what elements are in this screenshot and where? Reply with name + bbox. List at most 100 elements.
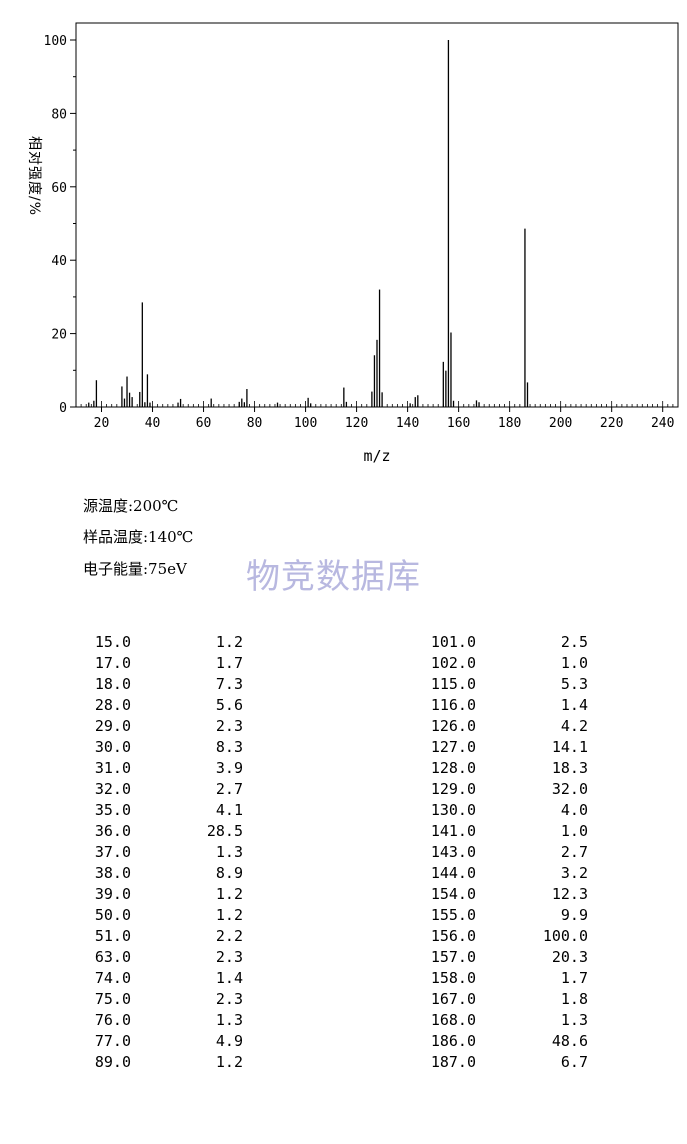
peak-mz: 36.0	[94, 822, 131, 840]
peak-mz: 101.0	[430, 633, 476, 651]
peak-mz: 127.0	[430, 738, 476, 756]
peak-table-row: 168.0 1.3	[388, 1010, 588, 1031]
peak-mz: 155.0	[430, 906, 476, 924]
peak-abundance: 2.3	[215, 990, 243, 1008]
y-axis-label: 相对强度/%	[26, 136, 42, 216]
peak-mz: 32.0	[94, 780, 131, 798]
peak-mz: 128.0	[430, 759, 476, 777]
peak-abundance: 2.3	[215, 948, 243, 966]
peak-table-row: 154.0 12.3	[388, 884, 588, 905]
peak-table-row: 141.0 1.0	[388, 821, 588, 842]
peak-mz: 167.0	[430, 990, 476, 1008]
peak-mz: 157.0	[430, 948, 476, 966]
peak-abundance: 1.0	[560, 822, 588, 840]
peak-abundance: 5.6	[215, 696, 243, 714]
x-tick-label: 120	[345, 416, 368, 431]
peak-table-row: 31.0 3.9	[43, 758, 243, 779]
peak-abundance: 1.3	[560, 1011, 588, 1029]
peak-mz: 63.0	[94, 948, 131, 966]
peak-table-row: 32.0 2.7	[43, 779, 243, 800]
peak-mz: 186.0	[430, 1032, 476, 1050]
peak-mz: 116.0	[430, 696, 476, 714]
peak-table-row: 167.0 1.8	[388, 989, 588, 1010]
peak-table-row: 29.0 2.3	[43, 716, 243, 737]
peak-table-row: 115.0 5.3	[388, 674, 588, 695]
peak-mz: 15.0	[94, 633, 131, 651]
peak-abundance: 9.9	[560, 906, 588, 924]
peak-mz: 129.0	[430, 780, 476, 798]
peak-mz: 29.0	[94, 717, 131, 735]
peak-table-row: 38.0 8.9	[43, 863, 243, 884]
peak-mz: 17.0	[94, 654, 131, 672]
peak-table-row: 156.0 100.0	[388, 926, 588, 947]
peak-mz: 35.0	[94, 801, 131, 819]
peak-table-row: 15.0 1.2	[43, 632, 243, 653]
peak-abundance: 4.1	[215, 801, 243, 819]
peak-abundance: 2.7	[560, 843, 588, 861]
peak-table-row: 155.0 9.9	[388, 905, 588, 926]
peak-table-row: 187.0 6.7	[388, 1052, 588, 1073]
x-tick-label: 180	[498, 416, 521, 431]
peak-table-row: 39.0 1.2	[43, 884, 243, 905]
peak-abundance: 2.7	[215, 780, 243, 798]
peak-table-row: 186.0 48.6	[388, 1031, 588, 1052]
peak-abundance: 5.3	[560, 675, 588, 693]
electron-energy: 电子能量:75eV	[83, 560, 187, 578]
peak-table-right: 101.0 2.5 102.0 1.0 115.0 5.3 116.0 1.4 126.0 4.2…	[388, 632, 588, 1073]
peak-abundance: 8.9	[215, 864, 243, 882]
peak-table-row: 50.0 1.2	[43, 905, 243, 926]
peak-table-row: 128.0 18.3	[388, 758, 588, 779]
peak-abundance: 1.0	[560, 654, 588, 672]
peak-abundance: 7.3	[215, 675, 243, 693]
peak-mz: 50.0	[94, 906, 131, 924]
peak-mz: 75.0	[94, 990, 131, 1008]
peak-abundance: 2.2	[215, 927, 243, 945]
peak-abundance: 3.9	[215, 759, 243, 777]
peak-table-row: 74.0 1.4	[43, 968, 243, 989]
peak-mz: 168.0	[430, 1011, 476, 1029]
peak-mz: 51.0	[94, 927, 131, 945]
peak-abundance: 14.1	[551, 738, 588, 756]
peak-abundance: 1.2	[215, 1053, 243, 1071]
peak-mz: 156.0	[430, 927, 476, 945]
peak-mz: 89.0	[94, 1053, 131, 1071]
x-axis: 20 40 60 80 100 120 140 160 180 200 220 240	[80, 401, 674, 431]
peak-abundance: 18.3	[551, 759, 588, 777]
peak-mz: 115.0	[430, 675, 476, 693]
peak-mz: 76.0	[94, 1011, 131, 1029]
peak-table-row: 51.0 2.2	[43, 926, 243, 947]
y-tick-label: 40	[51, 254, 67, 269]
peak-mz: 28.0	[94, 696, 131, 714]
peak-mz: 126.0	[430, 717, 476, 735]
x-axis-label: m/z	[363, 447, 390, 465]
peak-table-row: 63.0 2.3	[43, 947, 243, 968]
x-tick-label: 100	[294, 416, 317, 431]
x-tick-label: 220	[600, 416, 623, 431]
peak-abundance: 1.2	[215, 906, 243, 924]
peak-mz: 158.0	[430, 969, 476, 987]
peak-mz: 144.0	[430, 864, 476, 882]
x-tick-label: 240	[651, 416, 674, 431]
peak-abundance: 4.9	[215, 1032, 243, 1050]
y-tick-label: 100	[44, 34, 67, 49]
x-tick-label: 140	[396, 416, 419, 431]
peak-abundance: 2.5	[560, 633, 588, 651]
peak-mz: 39.0	[94, 885, 131, 903]
peak-table-row: 35.0 4.1	[43, 800, 243, 821]
spectrum-peaks	[88, 40, 529, 407]
peak-abundance: 8.3	[215, 738, 243, 756]
peak-abundance: 1.2	[215, 885, 243, 903]
peak-table-left: 15.0 1.2 17.0 1.7 18.0 7.3 28.0 5.6 29.0 2.3 30.0 8…	[43, 632, 243, 1073]
peak-table-row: 37.0 1.3	[43, 842, 243, 863]
x-tick-label: 60	[196, 416, 212, 431]
peak-table-row: 30.0 8.3	[43, 737, 243, 758]
peak-mz: 30.0	[94, 738, 131, 756]
peak-table-row: 127.0 14.1	[388, 737, 588, 758]
y-tick-label: 20	[51, 328, 67, 343]
x-tick-label: 80	[247, 416, 263, 431]
peak-table-row: 126.0 4.2	[388, 716, 588, 737]
y-tick-label: 60	[51, 181, 67, 196]
peak-abundance: 1.3	[215, 843, 243, 861]
peak-abundance: 100.0	[542, 927, 588, 945]
peak-table-row: 17.0 1.7	[43, 653, 243, 674]
